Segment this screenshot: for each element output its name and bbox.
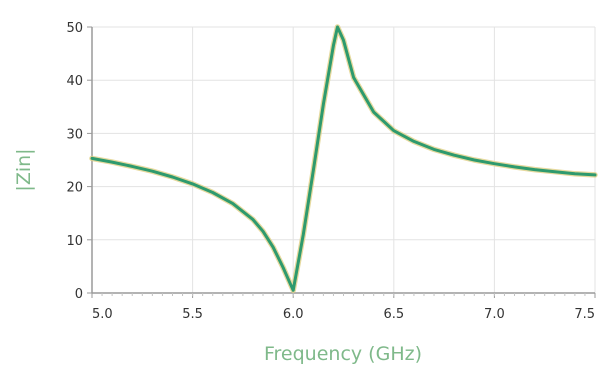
x-tick-label: 6.0 <box>283 307 304 322</box>
ticks: 0 10 20 30 40 50 5.0 5.5 6.0 6.5 7.0 7.5 <box>66 21 596 322</box>
x-axis-label: Frequency (GHz) <box>264 343 422 365</box>
y-tick-label: 0 <box>75 287 83 302</box>
y-tick-label: 30 <box>66 127 83 142</box>
x-tick-label: 7.0 <box>484 307 505 322</box>
y-tick-label: 20 <box>66 181 83 196</box>
y-tick-label: 40 <box>66 74 83 89</box>
y-tick-label: 50 <box>66 21 83 36</box>
x-tick-label: 5.5 <box>182 307 203 322</box>
x-tick-label: 5.0 <box>92 307 113 322</box>
x-tick-label: 6.5 <box>383 307 404 322</box>
plot-area <box>92 27 595 293</box>
grid <box>92 26 596 293</box>
x-tick-label: 7.5 <box>574 307 595 322</box>
y-tick-label: 10 <box>66 234 83 249</box>
y-axis-label: |Zin| <box>13 148 35 191</box>
series-group <box>89 24 598 294</box>
series-line <box>90 25 597 292</box>
